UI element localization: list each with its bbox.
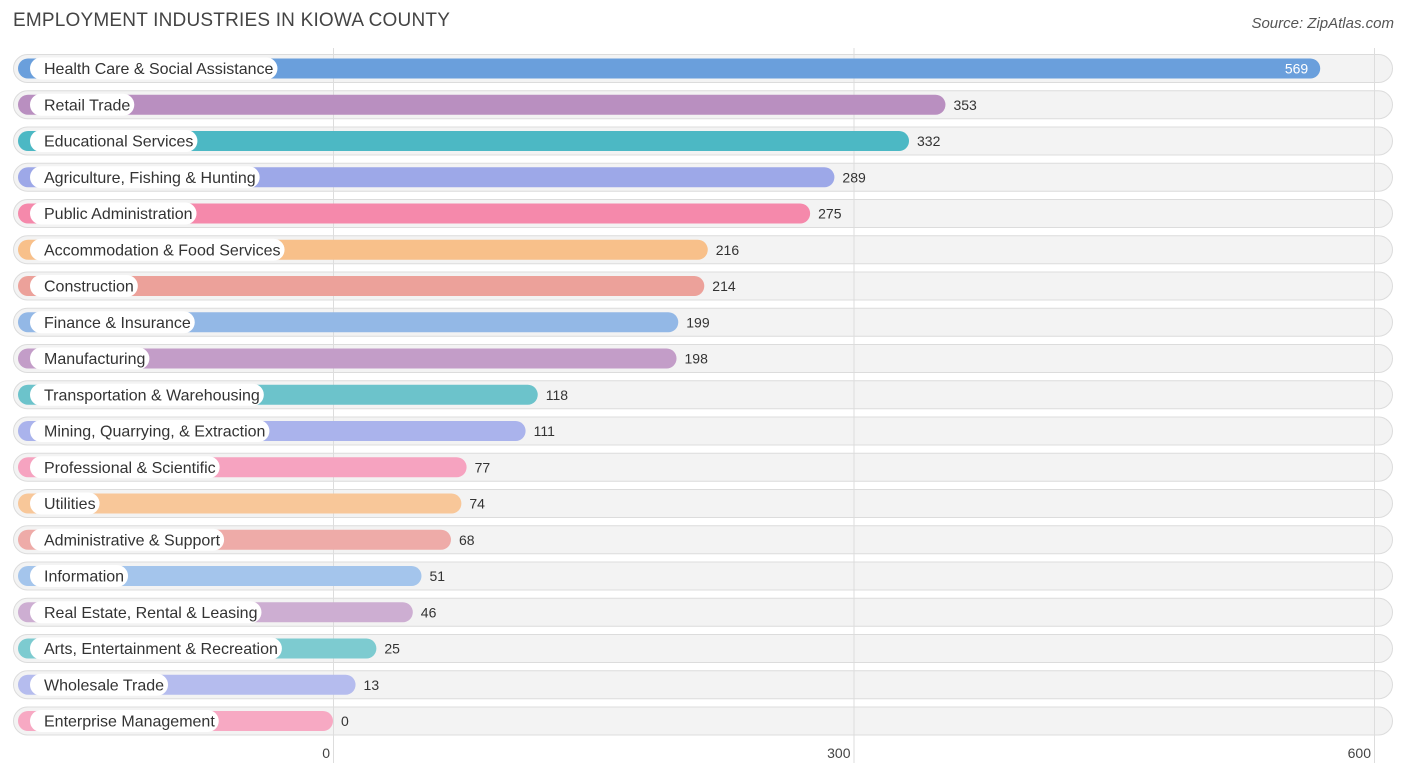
value-label: 216 [716,242,740,258]
value-label: 569 [1285,61,1309,77]
category-label: Wholesale Trade [44,677,164,694]
x-tick-label: 300 [827,745,851,761]
category-label: Finance & Insurance [44,315,191,332]
category-label: Information [44,569,124,586]
category-label: Arts, Entertainment & Recreation [44,641,278,658]
value-label: 13 [364,677,380,693]
value-label: 214 [712,278,736,294]
category-label-pill [30,637,282,660]
category-label-pill [30,57,278,80]
x-tick-label: 600 [1348,745,1372,761]
category-label-pill [30,93,135,116]
bar [18,58,1321,79]
category-label-pill [30,601,262,624]
category-label-pill [30,238,285,261]
chart-title: EMPLOYMENT INDUSTRIES IN KIOWA COUNTY [13,10,451,31]
category-label: Educational Services [44,134,193,151]
chart-bars: Health Care & Social Assistance 569 Retail… [18,57,1321,732]
bar [18,203,811,224]
category-label: Agriculture, Fishing & Hunting [44,170,256,187]
value-label: 198 [685,351,709,367]
value-label: 199 [686,314,710,330]
category-label-pill [30,311,195,334]
category-label-pill [30,275,138,297]
category-label-pill [30,528,225,551]
source-label: Source: ZipAtlas.com [1251,15,1394,32]
value-label: 275 [818,206,842,222]
category-label-pill [30,347,150,370]
value-label: 332 [917,133,941,149]
row-background [13,706,1393,736]
category-label-pill [30,166,260,189]
category-label-pill [30,202,197,225]
category-label-pill [30,492,100,515]
category-label-pill [30,456,220,479]
category-label-pill [30,710,219,732]
category-label-pill [30,565,129,587]
bar [18,348,677,369]
category-label: Retail Trade [44,97,130,114]
category-label: Construction [44,279,134,296]
category-label: Real Estate, Rental & Leasing [44,605,257,622]
value-label: 51 [429,568,445,584]
bar [18,94,946,115]
value-label: 353 [953,97,977,113]
category-label-pill [30,130,198,152]
category-label-pill [30,420,270,442]
bar [18,131,910,151]
value-label: 111 [534,423,555,439]
category-label: Mining, Quarrying, & Extraction [44,424,265,441]
category-label: Public Administration [44,206,193,223]
category-label: Professional & Scientific [44,460,216,477]
category-label: Manufacturing [44,351,145,368]
value-label: 25 [384,641,400,657]
chart-axis-ticks: 0 300 600 [322,745,1371,761]
value-label: 77 [475,459,491,475]
category-label-pill [30,383,264,406]
category-label: Utilities [44,496,96,513]
x-tick-label: 0 [322,745,330,761]
bar [18,276,705,296]
category-label-pill [30,673,169,696]
value-label: 74 [469,496,485,512]
category-label: Accommodation & Food Services [44,242,281,259]
value-label: 289 [842,169,866,185]
value-label: 46 [421,604,437,620]
category-label: Administrative & Support [44,532,221,549]
value-label: 0 [341,713,349,729]
value-label: 118 [546,387,569,403]
category-label: Health Care & Social Assistance [44,61,274,78]
category-label: Enterprise Management [44,714,215,731]
row-background [13,670,1393,700]
category-label: Transportation & Warehousing [44,387,260,404]
bar [18,493,462,514]
value-label: 68 [459,532,475,548]
